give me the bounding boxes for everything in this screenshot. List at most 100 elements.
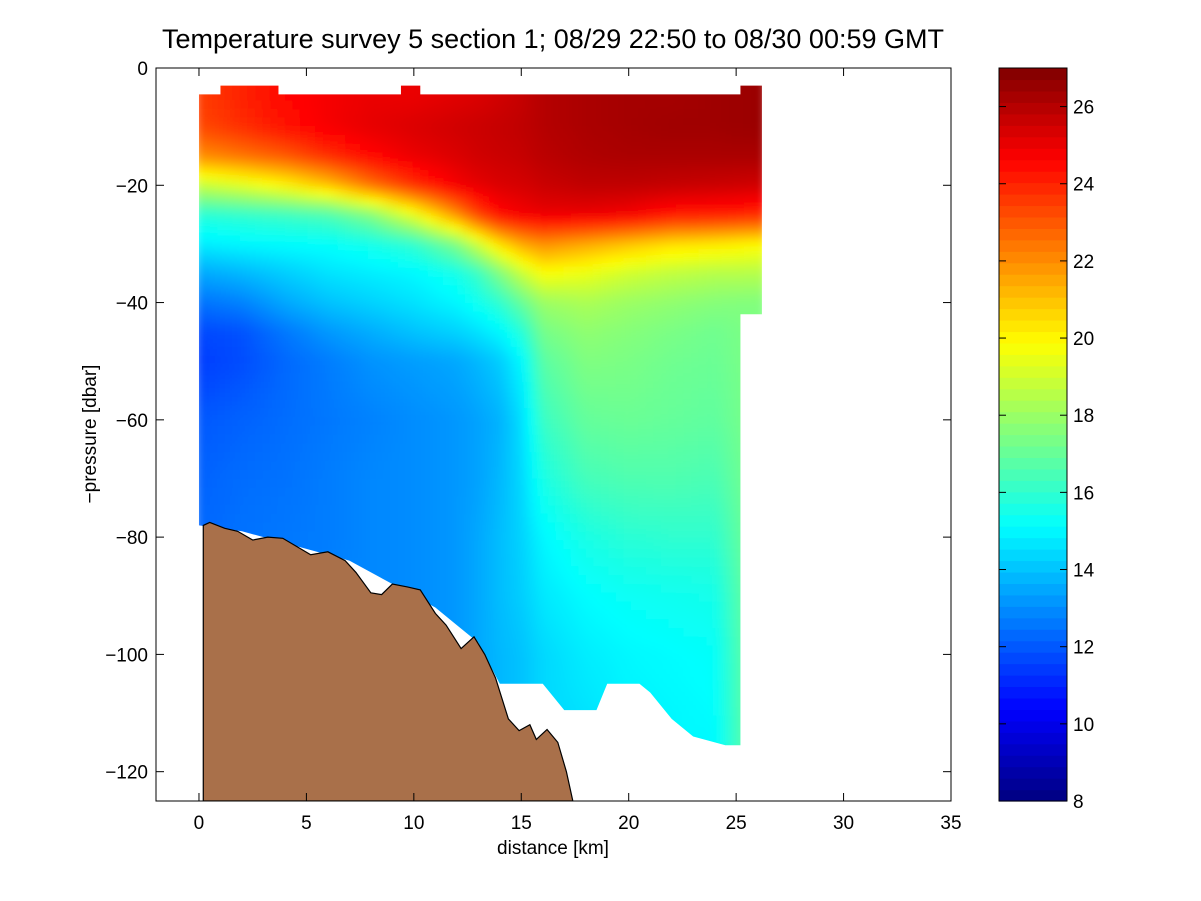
heatmap-cell <box>540 557 549 568</box>
heatmap-cell <box>442 91 452 102</box>
heatmap-cell <box>608 381 617 392</box>
heatmap-cell <box>487 258 497 269</box>
heatmap-cell <box>578 117 587 128</box>
heatmap-cell <box>427 328 437 339</box>
heatmap-cell <box>217 240 226 251</box>
heatmap-cell <box>548 223 557 233</box>
heatmap-cell <box>367 153 376 163</box>
heatmap-cell <box>608 284 617 295</box>
heatmap-cell <box>578 302 587 313</box>
heatmap-cell <box>198 302 203 313</box>
heatmap-cell <box>487 566 497 577</box>
heatmap-cell <box>533 645 542 656</box>
heatmap-cell <box>533 223 542 233</box>
heatmap-cell <box>615 153 625 163</box>
heatmap-cell <box>427 320 437 330</box>
heatmap-cell <box>563 399 572 409</box>
heatmap-cell <box>284 117 294 128</box>
heatmap-cell <box>269 425 279 436</box>
heatmap-cell <box>262 109 271 119</box>
heatmap-cell <box>457 240 467 251</box>
heatmap-cell <box>330 434 339 445</box>
heatmap-cell <box>345 188 354 198</box>
heatmap-cell <box>570 161 580 172</box>
heatmap-cell <box>382 232 391 242</box>
heatmap-cell <box>254 249 264 260</box>
heatmap-cell <box>382 320 391 330</box>
heatmap-cell <box>518 214 527 225</box>
heatmap-cell <box>382 135 391 146</box>
heatmap-cell <box>224 179 234 190</box>
heatmap-cell <box>630 144 640 154</box>
heatmap-cell <box>660 91 670 102</box>
heatmap-cell <box>442 496 452 506</box>
heatmap-cell <box>299 293 309 304</box>
heatmap-cell <box>277 425 286 436</box>
heatmap-cell <box>623 425 632 436</box>
heatmap-cell <box>450 601 459 612</box>
heatmap-cell <box>457 258 467 269</box>
heatmap-cell <box>450 258 459 269</box>
heatmap-cell <box>487 425 497 436</box>
heatmap-cell <box>427 592 437 603</box>
heatmap-cell <box>608 408 617 418</box>
heatmap-cell <box>472 91 482 102</box>
heatmap-cell <box>645 513 655 524</box>
heatmap-cell <box>540 663 549 673</box>
heatmap-cell <box>548 197 557 207</box>
heatmap-cell <box>345 109 354 119</box>
heatmap-cell <box>510 548 519 559</box>
heatmap-cell <box>600 109 610 119</box>
heatmap-cell <box>540 628 549 638</box>
heatmap-cell <box>292 399 301 409</box>
heatmap-cell <box>630 408 640 418</box>
heatmap-cell <box>397 557 407 568</box>
heatmap-cell <box>608 452 617 462</box>
heatmap-cell <box>457 179 467 190</box>
heatmap-cell <box>390 126 399 137</box>
heatmap-cell <box>540 425 549 436</box>
heatmap-cell <box>450 302 459 313</box>
heatmap-cell <box>375 91 384 102</box>
heatmap-cell <box>360 109 369 119</box>
heatmap-cell <box>503 592 512 603</box>
heatmap-cell <box>585 364 595 374</box>
heatmap-cell <box>375 293 384 304</box>
heatmap-cell <box>623 311 632 321</box>
heatmap-cell <box>533 320 542 330</box>
heatmap-cell <box>330 302 339 313</box>
heatmap-cell <box>623 584 632 594</box>
heatmap-cell <box>487 188 497 198</box>
heatmap-cell <box>284 337 294 348</box>
heatmap-cell <box>202 478 211 489</box>
heatmap-cell <box>450 197 459 207</box>
heatmap-cell <box>495 135 504 146</box>
heatmap-cell <box>608 170 617 181</box>
heatmap-cell <box>337 469 346 480</box>
heatmap-cell <box>480 346 489 357</box>
heatmap-cell <box>322 320 331 330</box>
heatmap-cell <box>427 179 437 190</box>
heatmap-cell <box>412 434 422 445</box>
heatmap-cell <box>653 680 662 691</box>
heatmap-cell <box>224 328 234 339</box>
heatmap-cell <box>487 249 497 260</box>
heatmap-cell <box>593 663 602 673</box>
heatmap-cell <box>653 232 662 242</box>
heatmap-cell <box>630 628 640 638</box>
heatmap-cell <box>472 504 482 515</box>
heatmap-cell <box>442 302 452 313</box>
heatmap-cell <box>337 205 346 216</box>
heatmap-cell <box>299 223 309 233</box>
heatmap-cell <box>224 284 234 295</box>
heatmap-cell <box>232 460 241 471</box>
heatmap-cell <box>360 161 369 172</box>
heatmap-cell <box>262 399 271 409</box>
heatmap-cell <box>375 540 384 550</box>
heatmap-cell <box>457 452 467 462</box>
heatmap-cell <box>660 610 670 621</box>
heatmap-cell <box>480 540 489 550</box>
heatmap-cell <box>578 381 587 392</box>
heatmap-cell <box>503 636 512 647</box>
heatmap-cell <box>232 293 241 304</box>
